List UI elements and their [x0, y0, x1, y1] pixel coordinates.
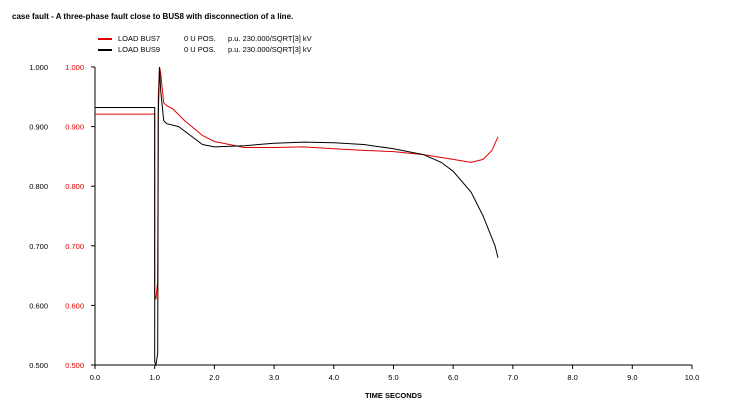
legend-series-unit: p.u. 230.000/SQRT[3] kV — [228, 34, 312, 43]
y-tick-label-right: 0.500 — [65, 361, 84, 370]
x-tick-label: 5.0 — [388, 373, 398, 382]
chart-title: case fault - A three-phase fault close t… — [12, 12, 294, 21]
y-tick-label-left: 1.000 — [29, 63, 48, 72]
legend-series-name: LOAD BUS9 — [118, 45, 161, 54]
legend-series-name: LOAD BUS7 — [118, 34, 161, 43]
x-tick-label: 0.0 — [90, 373, 100, 382]
legend-entry-bus7: LOAD BUS7 0 U POS. p.u. 230.000/SQRT[3] … — [98, 34, 312, 43]
legend-series-unit: p.u. 230.000/SQRT[3] kV — [228, 45, 312, 54]
series-line-load-bus9 — [95, 66, 499, 366]
legend-swatch-bus7 — [98, 37, 112, 40]
y-tick-label-left: 0.900 — [29, 123, 48, 132]
y-tick-label-right: 0.700 — [65, 242, 84, 251]
x-axis-title: TIME SECONDS — [365, 391, 422, 400]
y-tick-label-left: 0.700 — [29, 242, 48, 251]
y-tick-label-left: 0.500 — [29, 361, 48, 370]
x-tick-label: 1.0 — [149, 373, 159, 382]
legend-series-quantity: 0 U POS. — [184, 34, 216, 43]
y-tick-label-right: 0.900 — [65, 123, 84, 132]
x-tick-label: 9.0 — [627, 373, 637, 382]
y-tick-label-left: 0.800 — [29, 182, 48, 191]
y-tick-label-left: 0.600 — [29, 301, 48, 310]
x-tick-label: 4.0 — [329, 373, 339, 382]
x-tick-label: 2.0 — [209, 373, 219, 382]
x-tick-label: 3.0 — [269, 373, 279, 382]
y-tick-label-right: 1.000 — [65, 63, 84, 72]
x-tick-label: 7.0 — [508, 373, 518, 382]
y-tick-label-right: 0.800 — [65, 182, 84, 191]
legend-entry-bus9: LOAD BUS9 0 U POS. p.u. 230.000/SQRT[3] … — [98, 45, 312, 54]
x-tick-label: 10.0 — [685, 373, 700, 382]
y-tick-label-right: 0.600 — [65, 301, 84, 310]
legend-swatch-bus9 — [98, 48, 112, 51]
series-line-load-bus7 — [95, 66, 499, 300]
x-tick-label: 8.0 — [567, 373, 577, 382]
x-tick-label: 6.0 — [448, 373, 458, 382]
legend-series-quantity: 0 U POS. — [184, 45, 216, 54]
